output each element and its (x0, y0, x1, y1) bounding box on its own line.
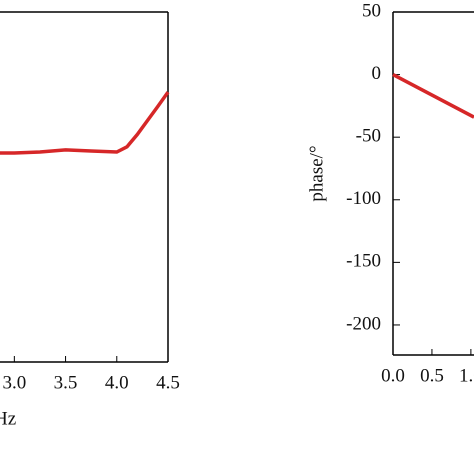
y-tick-label: 50 (362, 0, 381, 21)
data-line (392, 73, 474, 119)
x-tick-label: 4.5 (156, 372, 180, 393)
x-tick-label: 3.5 (54, 372, 78, 393)
y-tick-label: 0 (372, 63, 382, 84)
x-tick-label: 4.0 (105, 372, 129, 393)
x-tick-label: 0.0 (381, 365, 405, 386)
y-tick-label: -100 (346, 188, 381, 209)
x-tick-label: 3.0 (2, 372, 26, 393)
x-tick-label: 0.5 (420, 365, 444, 386)
x-tick-label: 1.0 (459, 365, 474, 386)
y-axis-label: phase/° (306, 145, 327, 201)
x-axis-label: Hz (0, 408, 16, 429)
y-tick-label: -200 (346, 313, 381, 334)
y-tick-label: -50 (356, 126, 381, 147)
y-tick-label: -150 (346, 251, 381, 272)
data-line (0, 91, 170, 155)
